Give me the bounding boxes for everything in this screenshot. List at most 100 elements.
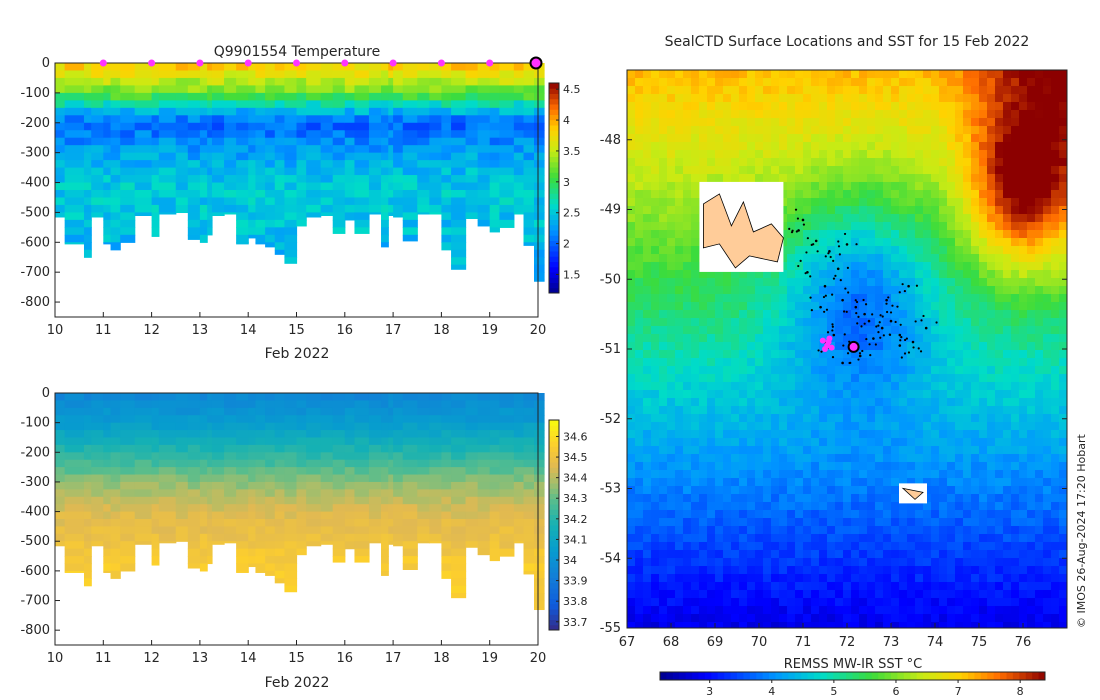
sst-cell [827, 270, 836, 279]
sst-cell [843, 342, 852, 351]
profile-cell [489, 533, 500, 542]
sst-cell [643, 158, 652, 167]
sst-cell [835, 254, 844, 263]
sst-cell [787, 94, 796, 103]
sst-cell [891, 174, 900, 183]
profile-cell [332, 481, 346, 490]
profile-cell [306, 197, 322, 206]
profile-cell [368, 393, 382, 402]
sst-cell [979, 110, 988, 119]
profile-cell [265, 85, 276, 94]
profile-cell [393, 152, 404, 161]
sst-cell [939, 254, 948, 263]
profile-cell [83, 107, 92, 116]
sst-cell [651, 246, 660, 255]
colorbar-band [549, 598, 559, 605]
profile-cell [393, 467, 404, 476]
sst-cell [1011, 414, 1020, 423]
sst-cell [963, 310, 972, 319]
profile-cell [255, 430, 266, 439]
sst-cell [779, 142, 788, 151]
profile-cell [441, 130, 452, 139]
profile-cell [55, 77, 66, 87]
profile-cell [248, 63, 257, 72]
sst-cell [651, 166, 660, 175]
sst-cell [987, 382, 996, 391]
profile-cell [451, 481, 467, 490]
profile-cell [306, 481, 322, 490]
sst-cell [955, 70, 964, 79]
profile-cell [274, 115, 286, 124]
profile-cell [236, 519, 249, 528]
profile-cell [284, 219, 298, 228]
sst-cell [867, 126, 876, 135]
sst-cell [683, 246, 692, 255]
sst-cell [891, 78, 900, 87]
sst-cell [627, 134, 636, 143]
profile-cell [332, 130, 346, 139]
profile-cell [368, 400, 382, 409]
profile-cell [120, 160, 136, 169]
profile-cell [465, 452, 479, 461]
sst-cell [707, 102, 716, 111]
sst-cell [867, 398, 876, 407]
sst-cell [819, 270, 828, 279]
sst-cell [963, 198, 972, 207]
sst-cell [675, 462, 684, 471]
sst-cell [931, 334, 940, 343]
profile-cell [265, 570, 276, 576]
sst-cell [899, 438, 908, 447]
sst-cell [755, 430, 764, 439]
sst-cell [1043, 230, 1052, 239]
sst-cell [1035, 86, 1044, 95]
sst-cell [787, 214, 796, 223]
profile-cell [64, 130, 85, 139]
sst-cell [987, 78, 996, 87]
profile-cell [332, 227, 346, 234]
profile-cell [393, 452, 404, 461]
sst-cell [835, 142, 844, 151]
profile-cell [534, 70, 545, 79]
sst-cell [1027, 94, 1036, 103]
sst-cell [1059, 342, 1067, 351]
sst-cell [907, 78, 916, 87]
profile-cell [534, 197, 545, 206]
sst-cell [883, 358, 892, 367]
sst-cell [843, 350, 852, 359]
sst-cell [739, 142, 748, 151]
sst-cell [1019, 406, 1028, 415]
sst-cell [1051, 302, 1060, 311]
sst-cell [947, 398, 956, 407]
profile-cell [513, 430, 525, 439]
profile-cell [207, 115, 213, 124]
sst-cell [915, 118, 924, 127]
sst-cell [947, 102, 956, 111]
profile-cell [393, 167, 404, 176]
profile-cell [211, 77, 225, 87]
profile-cell [429, 92, 442, 101]
sst-cell [1035, 190, 1044, 199]
sst-cell [795, 318, 804, 327]
profile-cell [187, 407, 201, 416]
sst-cell [915, 158, 924, 167]
sst-cell [955, 454, 964, 463]
y-tick-label: 0 [42, 56, 50, 71]
profile-cell [158, 197, 177, 206]
sst-cell [859, 438, 868, 447]
profile-cell [83, 130, 92, 139]
profile-cell [320, 107, 334, 116]
profile-cell [534, 511, 545, 520]
sst-cell [971, 254, 980, 263]
sst-cell [795, 438, 804, 447]
sst-cell [819, 214, 828, 223]
profile-cell [393, 533, 404, 542]
profile-cell [151, 511, 160, 520]
profile-cell [151, 504, 160, 513]
profile-cell [477, 496, 491, 505]
profile-cell [55, 511, 66, 520]
sst-cell [827, 430, 836, 439]
profile-cell [83, 115, 92, 124]
sst-cell [859, 294, 868, 303]
sst-cell [851, 134, 860, 143]
sst-cell [1011, 110, 1020, 119]
